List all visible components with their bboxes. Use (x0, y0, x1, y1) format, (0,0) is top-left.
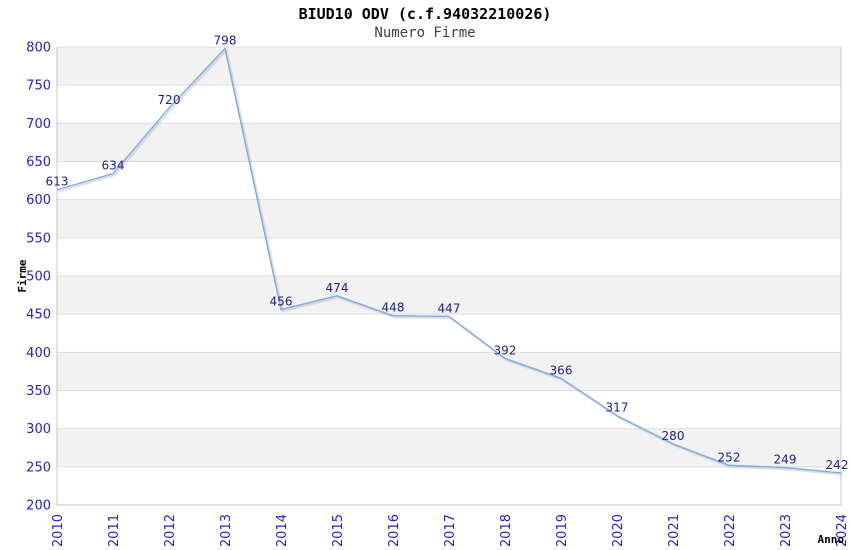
plot-band (57, 314, 841, 353)
y-axis-title: Firme (16, 259, 29, 292)
x-tick-label: 2024 (835, 514, 850, 547)
data-point-label: 474 (326, 281, 349, 295)
data-point-label: 720 (158, 93, 181, 107)
plot-band (57, 428, 841, 467)
x-tick-label: 2018 (499, 514, 514, 547)
y-tick-label: 200 (26, 499, 51, 514)
chart-title: BIUD10 ODV (c.f.94032210026) (298, 5, 552, 23)
x-tick-label: 2021 (667, 514, 682, 547)
x-tick-label: 2013 (219, 514, 234, 547)
data-point-label: 280 (662, 429, 685, 443)
x-tick-label: 2017 (443, 514, 458, 547)
plot-band (57, 390, 841, 429)
x-axis-title: Anno (818, 533, 845, 546)
data-point-label: 634 (102, 159, 125, 173)
x-tick-label: 2020 (611, 514, 626, 547)
y-tick-label: 250 (26, 460, 51, 475)
plot-band (57, 276, 841, 315)
y-tick-label: 700 (26, 117, 51, 132)
data-point-label: 392 (494, 343, 517, 357)
x-tick-label: 2022 (723, 514, 738, 547)
y-tick-label: 750 (26, 79, 51, 94)
data-point-label: 249 (774, 453, 797, 467)
plot-area: 8007507006506005505004504003503002502002… (16, 34, 850, 548)
y-tick-label: 500 (26, 270, 51, 285)
plot-band (57, 47, 841, 86)
y-tick-label: 450 (26, 308, 51, 323)
x-tick-label: 2023 (779, 514, 794, 547)
x-tick-label: 2016 (387, 514, 402, 547)
plot-band (57, 466, 841, 505)
data-point-label: 456 (270, 295, 293, 309)
x-tick-label: 2014 (275, 514, 290, 547)
y-tick-label: 400 (26, 346, 51, 361)
data-point-label: 317 (606, 401, 629, 415)
data-point-label: 252 (718, 450, 741, 464)
data-point-label: 798 (214, 34, 237, 48)
x-tick-label: 2012 (163, 514, 178, 547)
plot-band (57, 85, 841, 124)
x-tick-label: 2011 (107, 514, 122, 547)
plot-band (57, 199, 841, 238)
y-tick-label: 600 (26, 193, 51, 208)
x-tick-label: 2015 (331, 514, 346, 547)
y-tick-label: 800 (26, 41, 51, 56)
plot-band (57, 161, 841, 200)
y-tick-label: 650 (26, 155, 51, 170)
chart-subtitle: Numero Firme (374, 25, 476, 41)
y-tick-label: 550 (26, 231, 51, 246)
plot-band (57, 352, 841, 391)
data-point-label: 448 (382, 301, 405, 315)
plot-band (57, 237, 841, 276)
data-point-label: 613 (46, 175, 69, 189)
x-tick-label: 2019 (555, 514, 570, 547)
data-point-label: 242 (826, 458, 849, 472)
data-line (56, 47, 842, 474)
y-tick-label: 350 (26, 384, 51, 399)
y-tick-label: 300 (26, 422, 51, 437)
plot-band (57, 123, 841, 162)
data-point-label: 366 (550, 363, 573, 377)
x-tick-label: 2010 (51, 514, 66, 547)
data-point-label: 447 (438, 301, 461, 315)
